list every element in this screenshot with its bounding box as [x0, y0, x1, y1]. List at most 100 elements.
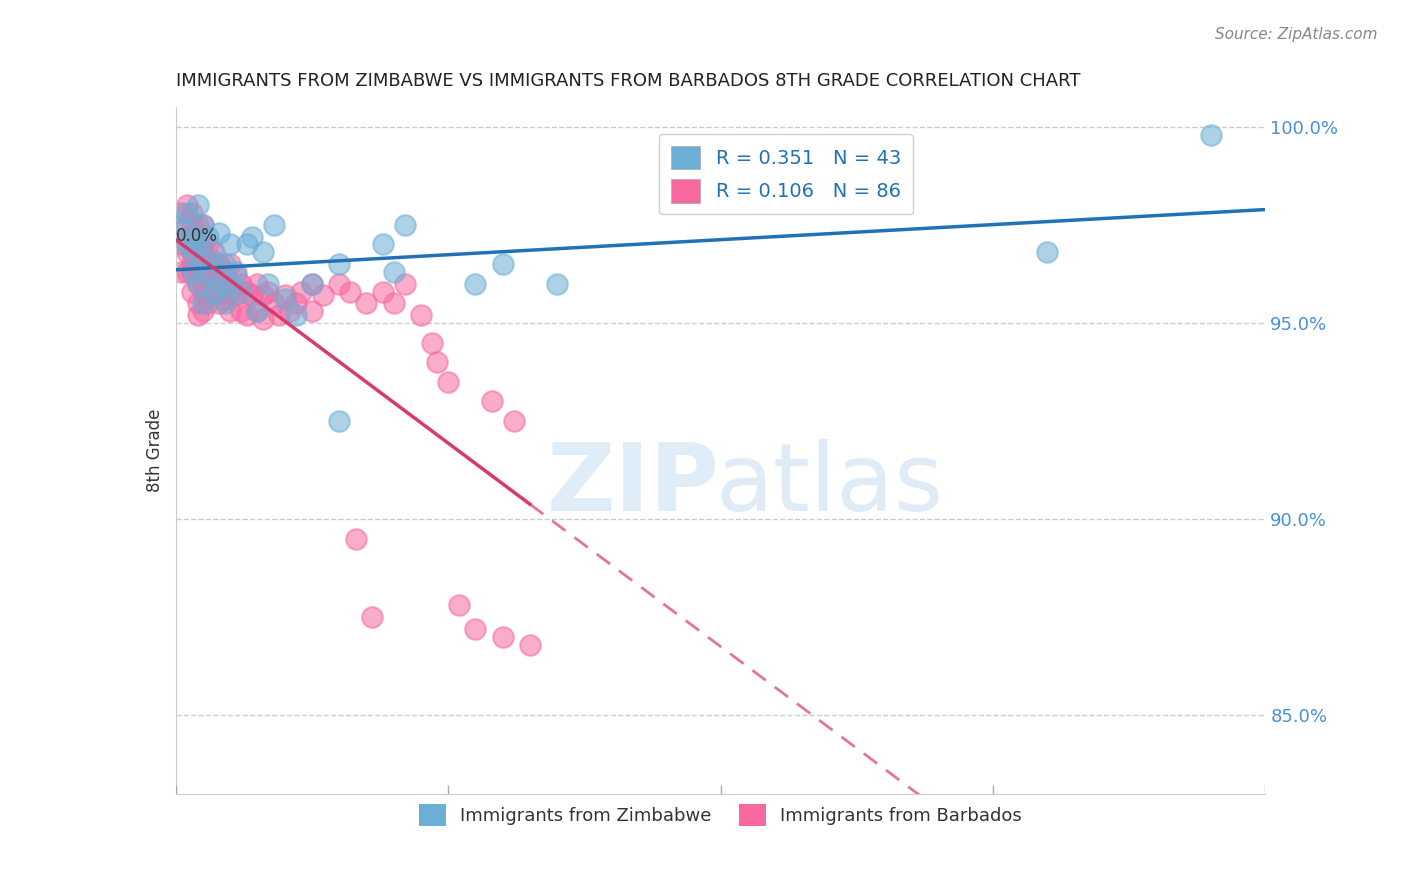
- Point: [231, 304, 253, 318]
- Point: [191, 296, 214, 310]
- Point: [360, 610, 382, 624]
- Point: [181, 229, 204, 244]
- Text: ZIP: ZIP: [547, 439, 720, 531]
- Point: [191, 285, 214, 299]
- Point: [447, 599, 470, 613]
- Point: [219, 304, 242, 318]
- Point: [225, 265, 247, 279]
- Point: [344, 532, 367, 546]
- Point: [202, 253, 225, 268]
- Point: [328, 414, 350, 428]
- Point: [170, 218, 193, 232]
- Point: [186, 277, 209, 291]
- Point: [263, 218, 285, 232]
- Point: [170, 206, 193, 220]
- Point: [191, 277, 214, 291]
- Point: [252, 245, 274, 260]
- Point: [181, 245, 204, 260]
- Point: [197, 265, 219, 279]
- Point: [420, 335, 443, 350]
- Point: [290, 285, 312, 299]
- Point: [312, 288, 335, 302]
- Point: [257, 277, 280, 291]
- Point: [214, 257, 236, 271]
- Point: [219, 237, 242, 252]
- Point: [191, 245, 214, 260]
- Point: [371, 237, 394, 252]
- Point: [278, 304, 301, 318]
- Point: [246, 304, 269, 318]
- Text: 0.0%: 0.0%: [176, 227, 218, 244]
- Point: [176, 265, 198, 279]
- Text: Source: ZipAtlas.com: Source: ZipAtlas.com: [1215, 27, 1378, 42]
- Point: [284, 296, 307, 310]
- Point: [240, 229, 263, 244]
- Point: [263, 296, 285, 310]
- Point: [181, 285, 204, 299]
- Point: [382, 296, 405, 310]
- Point: [197, 229, 219, 244]
- Point: [181, 218, 204, 232]
- Point: [176, 198, 198, 212]
- Point: [214, 265, 236, 279]
- Point: [208, 257, 231, 271]
- Point: [371, 285, 394, 299]
- Point: [181, 206, 204, 220]
- Point: [214, 293, 236, 307]
- Point: [231, 277, 253, 291]
- Point: [181, 265, 204, 279]
- Point: [208, 226, 231, 240]
- Point: [301, 304, 323, 318]
- Point: [202, 288, 225, 302]
- Point: [197, 237, 219, 252]
- Point: [492, 630, 515, 644]
- Point: [219, 257, 242, 271]
- Point: [186, 237, 209, 252]
- Point: [181, 245, 204, 260]
- Point: [191, 218, 214, 232]
- Point: [186, 277, 209, 291]
- Point: [197, 257, 219, 271]
- Point: [284, 308, 307, 322]
- Point: [202, 285, 225, 299]
- Point: [214, 296, 236, 310]
- Point: [246, 277, 269, 291]
- Point: [437, 375, 460, 389]
- Point: [181, 265, 204, 279]
- Point: [481, 394, 503, 409]
- Point: [257, 285, 280, 299]
- Text: IMMIGRANTS FROM ZIMBABWE VS IMMIGRANTS FROM BARBADOS 8TH GRADE CORRELATION CHART: IMMIGRANTS FROM ZIMBABWE VS IMMIGRANTS F…: [176, 72, 1080, 90]
- Point: [235, 285, 257, 299]
- Point: [197, 268, 219, 283]
- Point: [235, 308, 257, 322]
- Point: [235, 237, 257, 252]
- Point: [191, 218, 214, 232]
- Point: [356, 296, 378, 310]
- Point: [339, 285, 361, 299]
- Point: [186, 237, 209, 252]
- Point: [186, 308, 209, 322]
- Point: [394, 277, 416, 291]
- Point: [186, 296, 209, 310]
- Point: [252, 288, 274, 302]
- Point: [492, 257, 515, 271]
- Point: [191, 304, 214, 318]
- Point: [382, 265, 405, 279]
- Point: [197, 285, 219, 299]
- Point: [219, 285, 242, 299]
- Point: [219, 277, 242, 291]
- Point: [181, 229, 204, 244]
- Point: [186, 257, 209, 271]
- Point: [208, 277, 231, 291]
- Point: [214, 277, 236, 291]
- Point: [202, 277, 225, 291]
- Point: [186, 198, 209, 212]
- Point: [176, 229, 198, 244]
- Point: [176, 206, 198, 220]
- Point: [502, 414, 524, 428]
- Point: [328, 277, 350, 291]
- Point: [225, 288, 247, 302]
- Point: [301, 277, 323, 291]
- Point: [176, 245, 198, 260]
- Point: [269, 308, 291, 322]
